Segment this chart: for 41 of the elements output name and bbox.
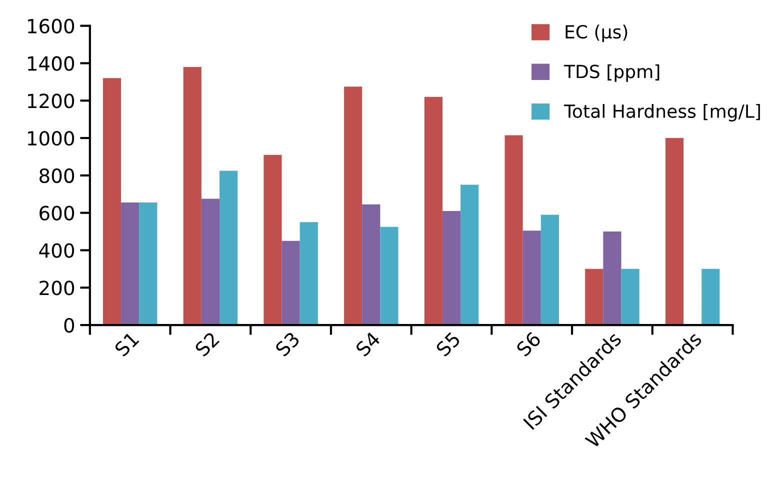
bar	[300, 222, 318, 326]
bar	[424, 96, 442, 326]
y-tick-label: 1200	[28, 94, 74, 108]
y-tick-label: 200	[40, 280, 74, 296]
bar	[121, 202, 140, 326]
bar	[362, 204, 380, 326]
y-tick-label: 800	[40, 168, 74, 184]
bar	[102, 78, 122, 326]
bar	[201, 198, 220, 326]
y-tick-label: 400	[39, 243, 74, 258]
bar	[183, 66, 202, 326]
x-tick-label: S2	[194, 332, 220, 358]
y-tick-label: 600	[40, 206, 74, 220]
bar	[621, 268, 640, 326]
x-tick-label: S4	[354, 330, 382, 358]
bar	[504, 135, 523, 326]
bar	[219, 170, 238, 326]
x-tick-label: S6	[516, 331, 542, 358]
legend-label: TDS [ppm]	[564, 64, 660, 82]
bar	[702, 268, 720, 326]
bar	[139, 202, 158, 326]
bar	[282, 240, 300, 326]
bar	[344, 86, 362, 326]
x-tick-label: S5	[435, 331, 461, 358]
bar	[380, 226, 398, 326]
bar	[442, 210, 461, 326]
bar	[585, 268, 604, 326]
bar	[522, 230, 541, 326]
x-tick-label: S3	[274, 331, 300, 358]
legend-label: Total Hardness [mg/L]	[564, 104, 760, 122]
bar	[665, 138, 684, 326]
y-tick-label: 1000	[28, 130, 74, 146]
bar	[264, 154, 282, 326]
x-tick-label: S1	[114, 331, 140, 358]
legend-label: EC (µs)	[566, 24, 628, 42]
bar	[540, 214, 559, 326]
y-tick-label: 1600	[28, 18, 74, 34]
bar	[603, 232, 622, 326]
bar	[460, 184, 479, 326]
y-tick-label: 0	[64, 318, 74, 333]
y-tick-label: 1400	[28, 56, 74, 71]
